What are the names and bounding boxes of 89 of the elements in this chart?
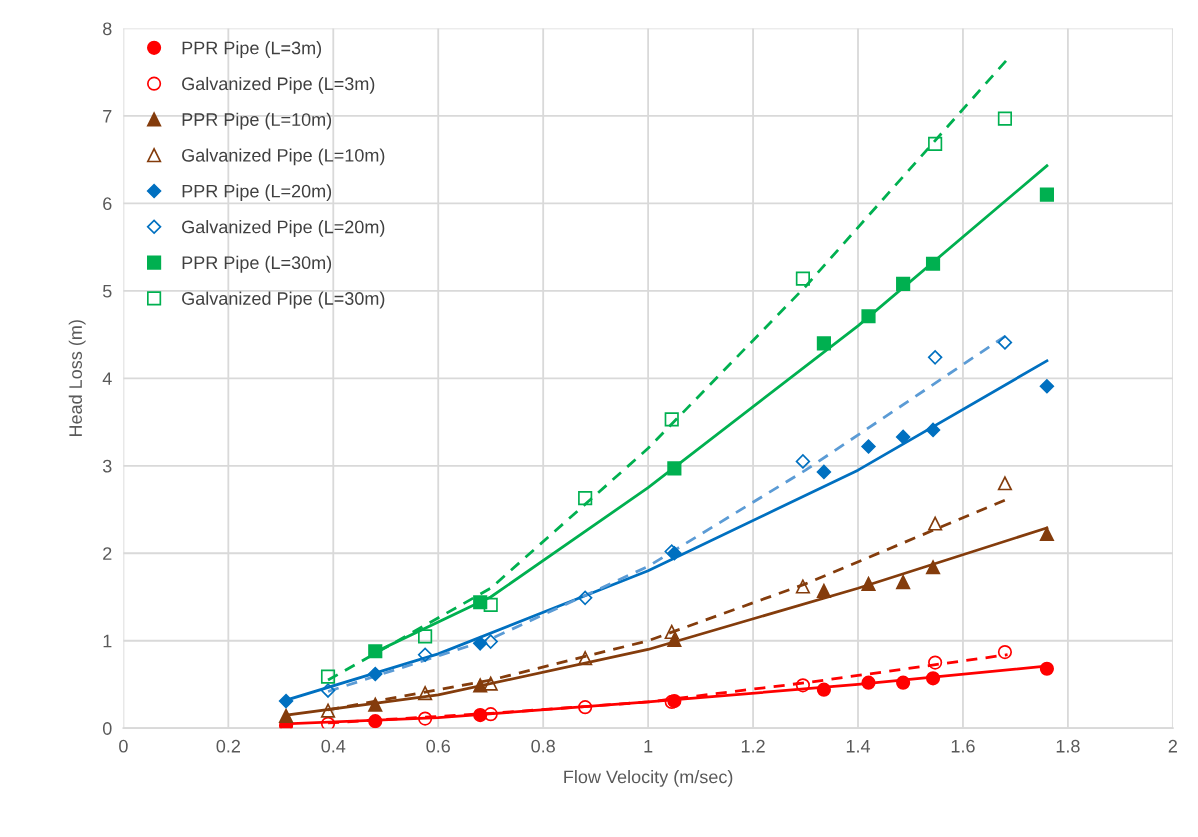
point xyxy=(483,634,498,649)
point xyxy=(997,335,1013,350)
x-tick-label: 1.8 xyxy=(1056,739,1080,753)
point xyxy=(795,678,810,693)
point xyxy=(795,454,811,469)
point xyxy=(896,575,911,590)
y-tick-label: 4 xyxy=(102,372,112,385)
x-axis-title: Flow Velocity (m/sec) xyxy=(564,770,733,787)
x-tick-label: 1.6 xyxy=(951,739,975,753)
x-tick-label: 0 xyxy=(119,739,128,753)
legend-label: Galvanized Pipe (L=20m) xyxy=(182,220,385,237)
legend-label: Galvanized Pipe (L=10m) xyxy=(182,148,385,166)
point xyxy=(368,697,383,712)
point xyxy=(861,675,876,690)
x-tick-label: 1 xyxy=(644,739,653,753)
point xyxy=(368,644,383,659)
x-tick-label: 1.4 xyxy=(846,739,871,753)
point xyxy=(927,350,943,365)
x-tick-label: 0.6 xyxy=(426,739,450,753)
point xyxy=(483,707,498,722)
point xyxy=(861,439,876,454)
y-tick-label: 1 xyxy=(103,634,112,648)
legend-label: PPR Pipe (L=20m) xyxy=(182,184,332,202)
point xyxy=(667,461,682,476)
point xyxy=(997,645,1013,660)
point xyxy=(368,714,383,729)
point xyxy=(795,579,810,594)
x-tick-label: 0.2 xyxy=(216,739,240,753)
legend-label: PPR Pipe (L=3m) xyxy=(182,41,322,58)
point xyxy=(278,693,294,709)
y-tick-label: 7 xyxy=(103,110,112,123)
y-tick-label: 0 xyxy=(102,722,112,735)
point xyxy=(418,686,433,701)
point xyxy=(997,476,1013,491)
x-tick-label: 2 xyxy=(1168,739,1177,753)
x-tick-label: 1.2 xyxy=(741,739,765,753)
point xyxy=(473,595,488,610)
point xyxy=(1039,378,1055,394)
x-tick-label: 0.8 xyxy=(531,739,555,753)
point xyxy=(320,683,336,698)
point xyxy=(925,560,941,575)
point xyxy=(320,703,336,718)
legend-label: Galvanized Pipe (L=30m) xyxy=(182,291,385,309)
point xyxy=(928,516,943,531)
point xyxy=(895,429,911,445)
point xyxy=(320,669,336,684)
y-tick-label: 3 xyxy=(102,459,112,473)
point xyxy=(418,629,433,644)
point xyxy=(417,647,433,662)
y-tick-label: 8 xyxy=(103,22,112,36)
point xyxy=(664,624,679,640)
point xyxy=(816,336,831,351)
point xyxy=(861,576,876,591)
point xyxy=(578,651,593,666)
point xyxy=(997,111,1013,126)
point xyxy=(483,676,498,691)
point xyxy=(320,716,336,729)
point xyxy=(925,422,941,438)
point xyxy=(861,309,876,324)
point xyxy=(1039,187,1054,202)
point xyxy=(928,655,943,670)
point xyxy=(1039,661,1054,676)
y-tick-label: 2 xyxy=(103,547,112,560)
y-tick-label: 5 xyxy=(102,284,112,298)
point xyxy=(925,256,941,271)
point xyxy=(795,271,810,286)
point xyxy=(925,671,941,686)
point xyxy=(418,711,433,726)
point xyxy=(816,583,831,598)
point xyxy=(816,682,831,697)
point xyxy=(664,412,679,427)
legend-label: Galvanized Pipe (L=3m) xyxy=(182,76,375,94)
point xyxy=(896,675,911,690)
point xyxy=(1039,526,1054,542)
point xyxy=(472,636,488,651)
point xyxy=(578,700,593,715)
y-tick-label: 6 xyxy=(103,197,112,211)
legend-label: PPR Pipe (L=10m) xyxy=(182,112,332,130)
y-axis-title: Head Loss (m) xyxy=(68,320,86,437)
legend-label: PPR Pipe (L=30m) xyxy=(182,255,332,273)
point xyxy=(578,491,593,506)
point xyxy=(896,276,911,291)
point xyxy=(483,597,498,612)
point xyxy=(928,136,943,151)
point xyxy=(816,464,832,480)
point xyxy=(368,666,383,682)
x-tick-label: 0.4 xyxy=(321,739,346,753)
point xyxy=(577,590,593,606)
point xyxy=(278,708,294,724)
